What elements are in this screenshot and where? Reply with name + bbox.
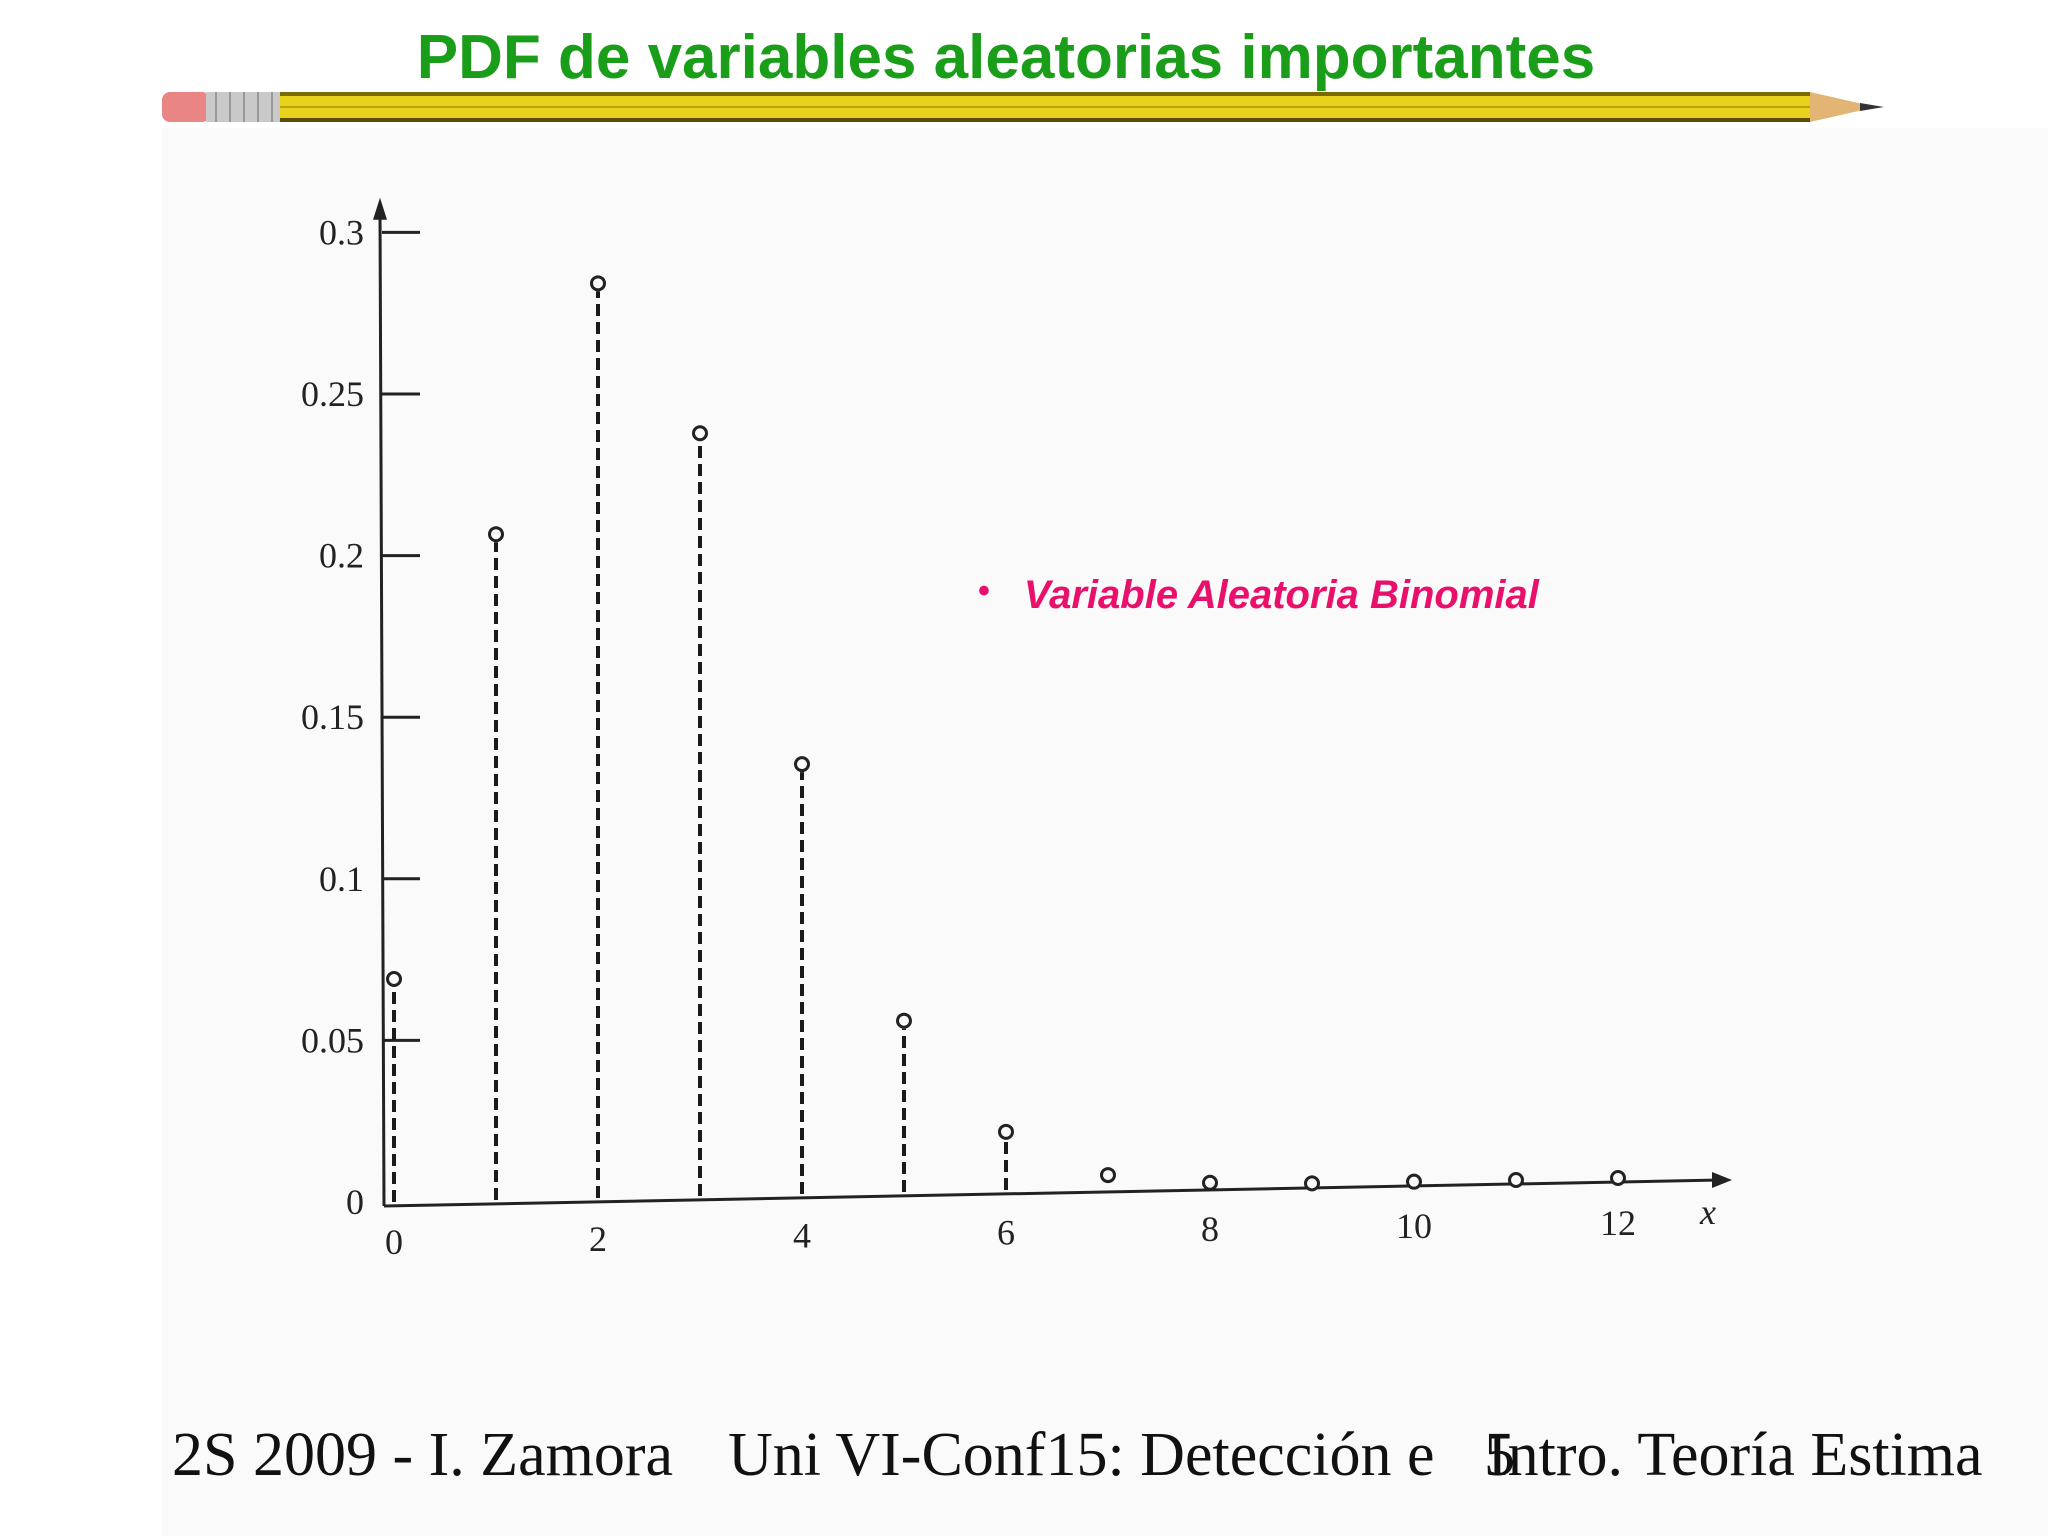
stem-marker [1304, 1175, 1320, 1192]
x-tick-label: 2 [589, 1219, 607, 1259]
y-axis-line [378, 211, 386, 1207]
pencil-divider [162, 92, 1884, 122]
y-tick-label: 0.3 [319, 212, 364, 252]
x-tick-label: 6 [997, 1212, 1015, 1252]
y-tick-label: 0 [346, 1182, 364, 1222]
y-tick-label: 0.25 [301, 374, 364, 414]
bullet-item: • Variable Aleatoria Binomial [978, 572, 1539, 618]
y-tick-label: 0.15 [301, 697, 364, 737]
binomial-pmf-chart: 0 0.05 0.1 0.15 0.2 0.25 0.3 0 2 4 6 8 10 12 x [301, 197, 1732, 1262]
scanned-figure-background [162, 128, 2048, 1536]
slide-footer: 2S 2009 - I. Zamora Uni VI-Conf15: Detec… [172, 1420, 2048, 1510]
x-tick-label: 8 [1201, 1209, 1219, 1249]
x-tick-label: 4 [793, 1216, 811, 1256]
footer-course: Uni VI-Conf15: Detección e [728, 1421, 1435, 1489]
stem-marker [794, 756, 810, 773]
stem-marker [590, 275, 606, 292]
pencil-tip [1810, 92, 1876, 122]
stem-marker [1406, 1173, 1422, 1190]
pencil-eraser [162, 92, 210, 122]
footer-topic: Intro. Teoría Estima [1487, 1421, 1983, 1489]
stem-marker [1202, 1174, 1218, 1191]
y-tick-label: 0.05 [301, 1020, 364, 1060]
bullet-text: Variable Aleatoria Binomial [1023, 573, 1539, 617]
stem-marker [896, 1012, 912, 1029]
x-axis-arrow [1712, 1172, 1732, 1188]
y-axis-arrow [373, 197, 387, 220]
y-tick-label: 0.1 [319, 859, 364, 899]
stem-marker [1610, 1170, 1626, 1186]
stem-marker [998, 1123, 1014, 1140]
x-tick-label: 10 [1396, 1206, 1432, 1246]
stem-marker [386, 970, 402, 987]
x-axis-line [383, 1178, 1721, 1208]
x-axis-label: x [1699, 1192, 1716, 1232]
slide-title: PDF de variables aleatorias importantes [0, 22, 2048, 93]
page-number: 5 [1484, 1421, 1515, 1489]
stem-marker [488, 526, 504, 543]
stem-marker [1100, 1167, 1116, 1184]
stem-marker [692, 425, 708, 442]
slide-title-text: PDF de variables aleatorias importantes [416, 23, 1596, 92]
x-tick-label: 0 [385, 1222, 403, 1262]
x-tick-label: 12 [1600, 1203, 1636, 1243]
footer-author: 2S 2009 - I. Zamora [172, 1421, 674, 1489]
y-tick-label: 0.2 [319, 536, 364, 576]
bullet-dot: • [978, 572, 990, 610]
stem-marker [1508, 1172, 1524, 1188]
